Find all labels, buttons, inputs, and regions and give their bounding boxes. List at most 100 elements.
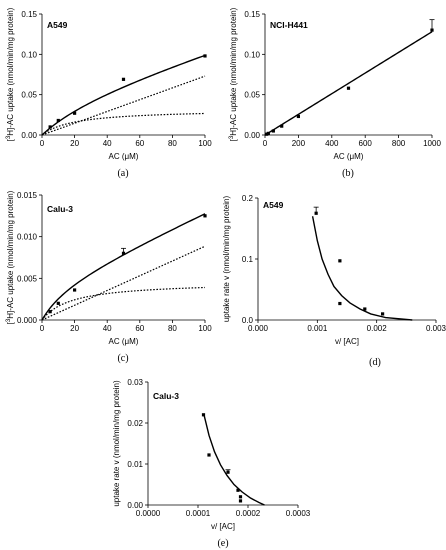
y-tick-label: 0.10 bbox=[244, 50, 260, 59]
data-point bbox=[48, 310, 52, 314]
x-tick-label: 0 bbox=[263, 139, 268, 148]
data-point bbox=[238, 495, 243, 499]
panel-e: 0.0000 0.0001 0.0002 0.0003 0.00 0.01 0.02 0.03… bbox=[112, 378, 311, 549]
data-point bbox=[73, 111, 77, 115]
x-axis-label: v/ [AC] bbox=[335, 337, 359, 346]
y-tick-label: 0.00 bbox=[127, 501, 143, 510]
x-tick-label: 0.0000 bbox=[136, 509, 161, 518]
y-tick-label: 0.015 bbox=[17, 191, 38, 200]
x-tick-label: 0.002 bbox=[367, 324, 388, 333]
fit-curve-solid bbox=[41, 54, 206, 136]
x-tick-label: 60 bbox=[135, 324, 144, 333]
x-tick-label: 0.0003 bbox=[286, 509, 311, 518]
data-point bbox=[346, 86, 351, 90]
data-point bbox=[271, 129, 275, 133]
x-tick-label: 60 bbox=[135, 139, 144, 148]
x-tick-label: 400 bbox=[325, 139, 339, 148]
panel-caption: (e) bbox=[217, 538, 228, 549]
x-tick-label: 40 bbox=[103, 324, 112, 333]
data-point bbox=[296, 114, 300, 119]
fit-curve-dotted bbox=[41, 286, 206, 321]
data-point bbox=[238, 499, 243, 503]
panel-title: Calu-3 bbox=[153, 391, 179, 401]
data-point bbox=[203, 214, 207, 218]
x-tick-label: 20 bbox=[70, 139, 79, 148]
x-axis-label: AC (μM) bbox=[109, 152, 139, 161]
fit-curve-solid bbox=[203, 414, 265, 506]
data-point bbox=[56, 118, 60, 123]
panel-title: A549 bbox=[263, 200, 284, 210]
x-tick-label: 0.0002 bbox=[236, 509, 261, 518]
x-tick-label: 0.001 bbox=[307, 324, 328, 333]
panel-title: A549 bbox=[47, 20, 68, 30]
y-tick-label: 0.05 bbox=[244, 91, 260, 100]
panel-caption: (a) bbox=[117, 168, 128, 179]
y-tick-label: 0.1 bbox=[242, 255, 254, 264]
data-point bbox=[265, 132, 269, 136]
x-tick-label: 600 bbox=[359, 139, 373, 148]
panel-title: Calu-3 bbox=[47, 204, 73, 214]
fit-curve-dotted bbox=[41, 112, 206, 136]
panel-c: 0 20 40 60 80 100 0.000 0.005 0.010 0.015 AC (μM) [… bbox=[6, 190, 212, 364]
data-point bbox=[207, 453, 211, 457]
x-tick-label: 0 bbox=[40, 324, 45, 333]
data-point bbox=[121, 251, 126, 255]
y-axis-label: [3H]-AC uptake (nmol/min/mg protein) bbox=[6, 7, 15, 141]
x-tick-label: 40 bbox=[103, 139, 112, 148]
x-tick-label: 0.0001 bbox=[186, 509, 211, 518]
data-point bbox=[48, 125, 52, 129]
data-point bbox=[226, 470, 230, 474]
data-point bbox=[280, 124, 284, 128]
y-axis-label: [3H]-AC uptake (nmol/min/mg protein) bbox=[229, 7, 238, 141]
x-tick-label: 80 bbox=[168, 139, 177, 148]
data-point bbox=[203, 54, 207, 58]
y-tick-label: 0.15 bbox=[21, 10, 37, 19]
data-point bbox=[381, 312, 385, 316]
panel-title: NCI-H441 bbox=[270, 20, 308, 30]
panel-caption: (b) bbox=[342, 168, 354, 179]
data-point bbox=[266, 131, 270, 135]
fit-curve-dotted bbox=[41, 75, 206, 136]
data-point bbox=[430, 28, 434, 32]
fit-curve-solid bbox=[264, 31, 433, 136]
x-tick-label: 20 bbox=[70, 324, 79, 333]
y-tick-label: 0.03 bbox=[127, 378, 143, 387]
y-tick-label: 0.000 bbox=[17, 316, 38, 325]
x-axis-label: AC (μM) bbox=[334, 152, 364, 161]
data-point bbox=[363, 307, 367, 311]
x-tick-label: 1000 bbox=[423, 139, 441, 148]
y-tick-label: 0.05 bbox=[21, 91, 37, 100]
panel-a: 0 20 40 60 80 100 0.00 0.05 0.10 0.15 AC (μM) [3H]-… bbox=[6, 7, 212, 179]
panel-b: 0 200 400 600 800 1000 0.00 0.05 0.10 0.15 AC (μM)… bbox=[229, 7, 441, 179]
panel-caption: (c) bbox=[117, 353, 128, 364]
data-point bbox=[56, 301, 60, 305]
panel-d: 0.000 0.001 0.002 0.003 0.0 0.1 0.2 v/ [AC] upta… bbox=[222, 194, 446, 368]
x-tick-label: 80 bbox=[168, 324, 177, 333]
data-point bbox=[121, 77, 126, 81]
x-tick-label: 100 bbox=[198, 324, 212, 333]
y-tick-label: 0.00 bbox=[244, 131, 260, 140]
x-axis-label: v/ [AC] bbox=[211, 522, 235, 531]
y-tick-label: 0.02 bbox=[127, 419, 143, 428]
y-tick-label: 0.005 bbox=[17, 274, 38, 283]
x-tick-label: 0.003 bbox=[426, 324, 446, 333]
data-point bbox=[201, 413, 206, 417]
fit-curve-solid bbox=[41, 213, 206, 321]
x-tick-label: 0.000 bbox=[248, 324, 269, 333]
fit-curve-solid bbox=[311, 216, 413, 321]
y-axis-label: uptake rate v (nmol/min/mg protein) bbox=[112, 380, 121, 507]
x-tick-label: 200 bbox=[292, 139, 306, 148]
y-tick-label: 0.15 bbox=[244, 10, 260, 19]
data-point bbox=[73, 288, 77, 292]
data-point bbox=[338, 301, 342, 306]
data-point bbox=[338, 259, 342, 263]
y-tick-label: 0.2 bbox=[242, 194, 254, 203]
data-point bbox=[314, 211, 318, 215]
panel-caption: (d) bbox=[369, 357, 381, 368]
x-tick-label: 100 bbox=[198, 139, 212, 148]
y-tick-label: 0.0 bbox=[242, 316, 254, 325]
x-tick-label: 800 bbox=[392, 139, 406, 148]
y-axis-label: [3H]-AC uptake (nmol/min/mg protein) bbox=[6, 190, 15, 324]
y-axis-label: uptake rate v (nmol/min/mg protein) bbox=[222, 196, 231, 323]
